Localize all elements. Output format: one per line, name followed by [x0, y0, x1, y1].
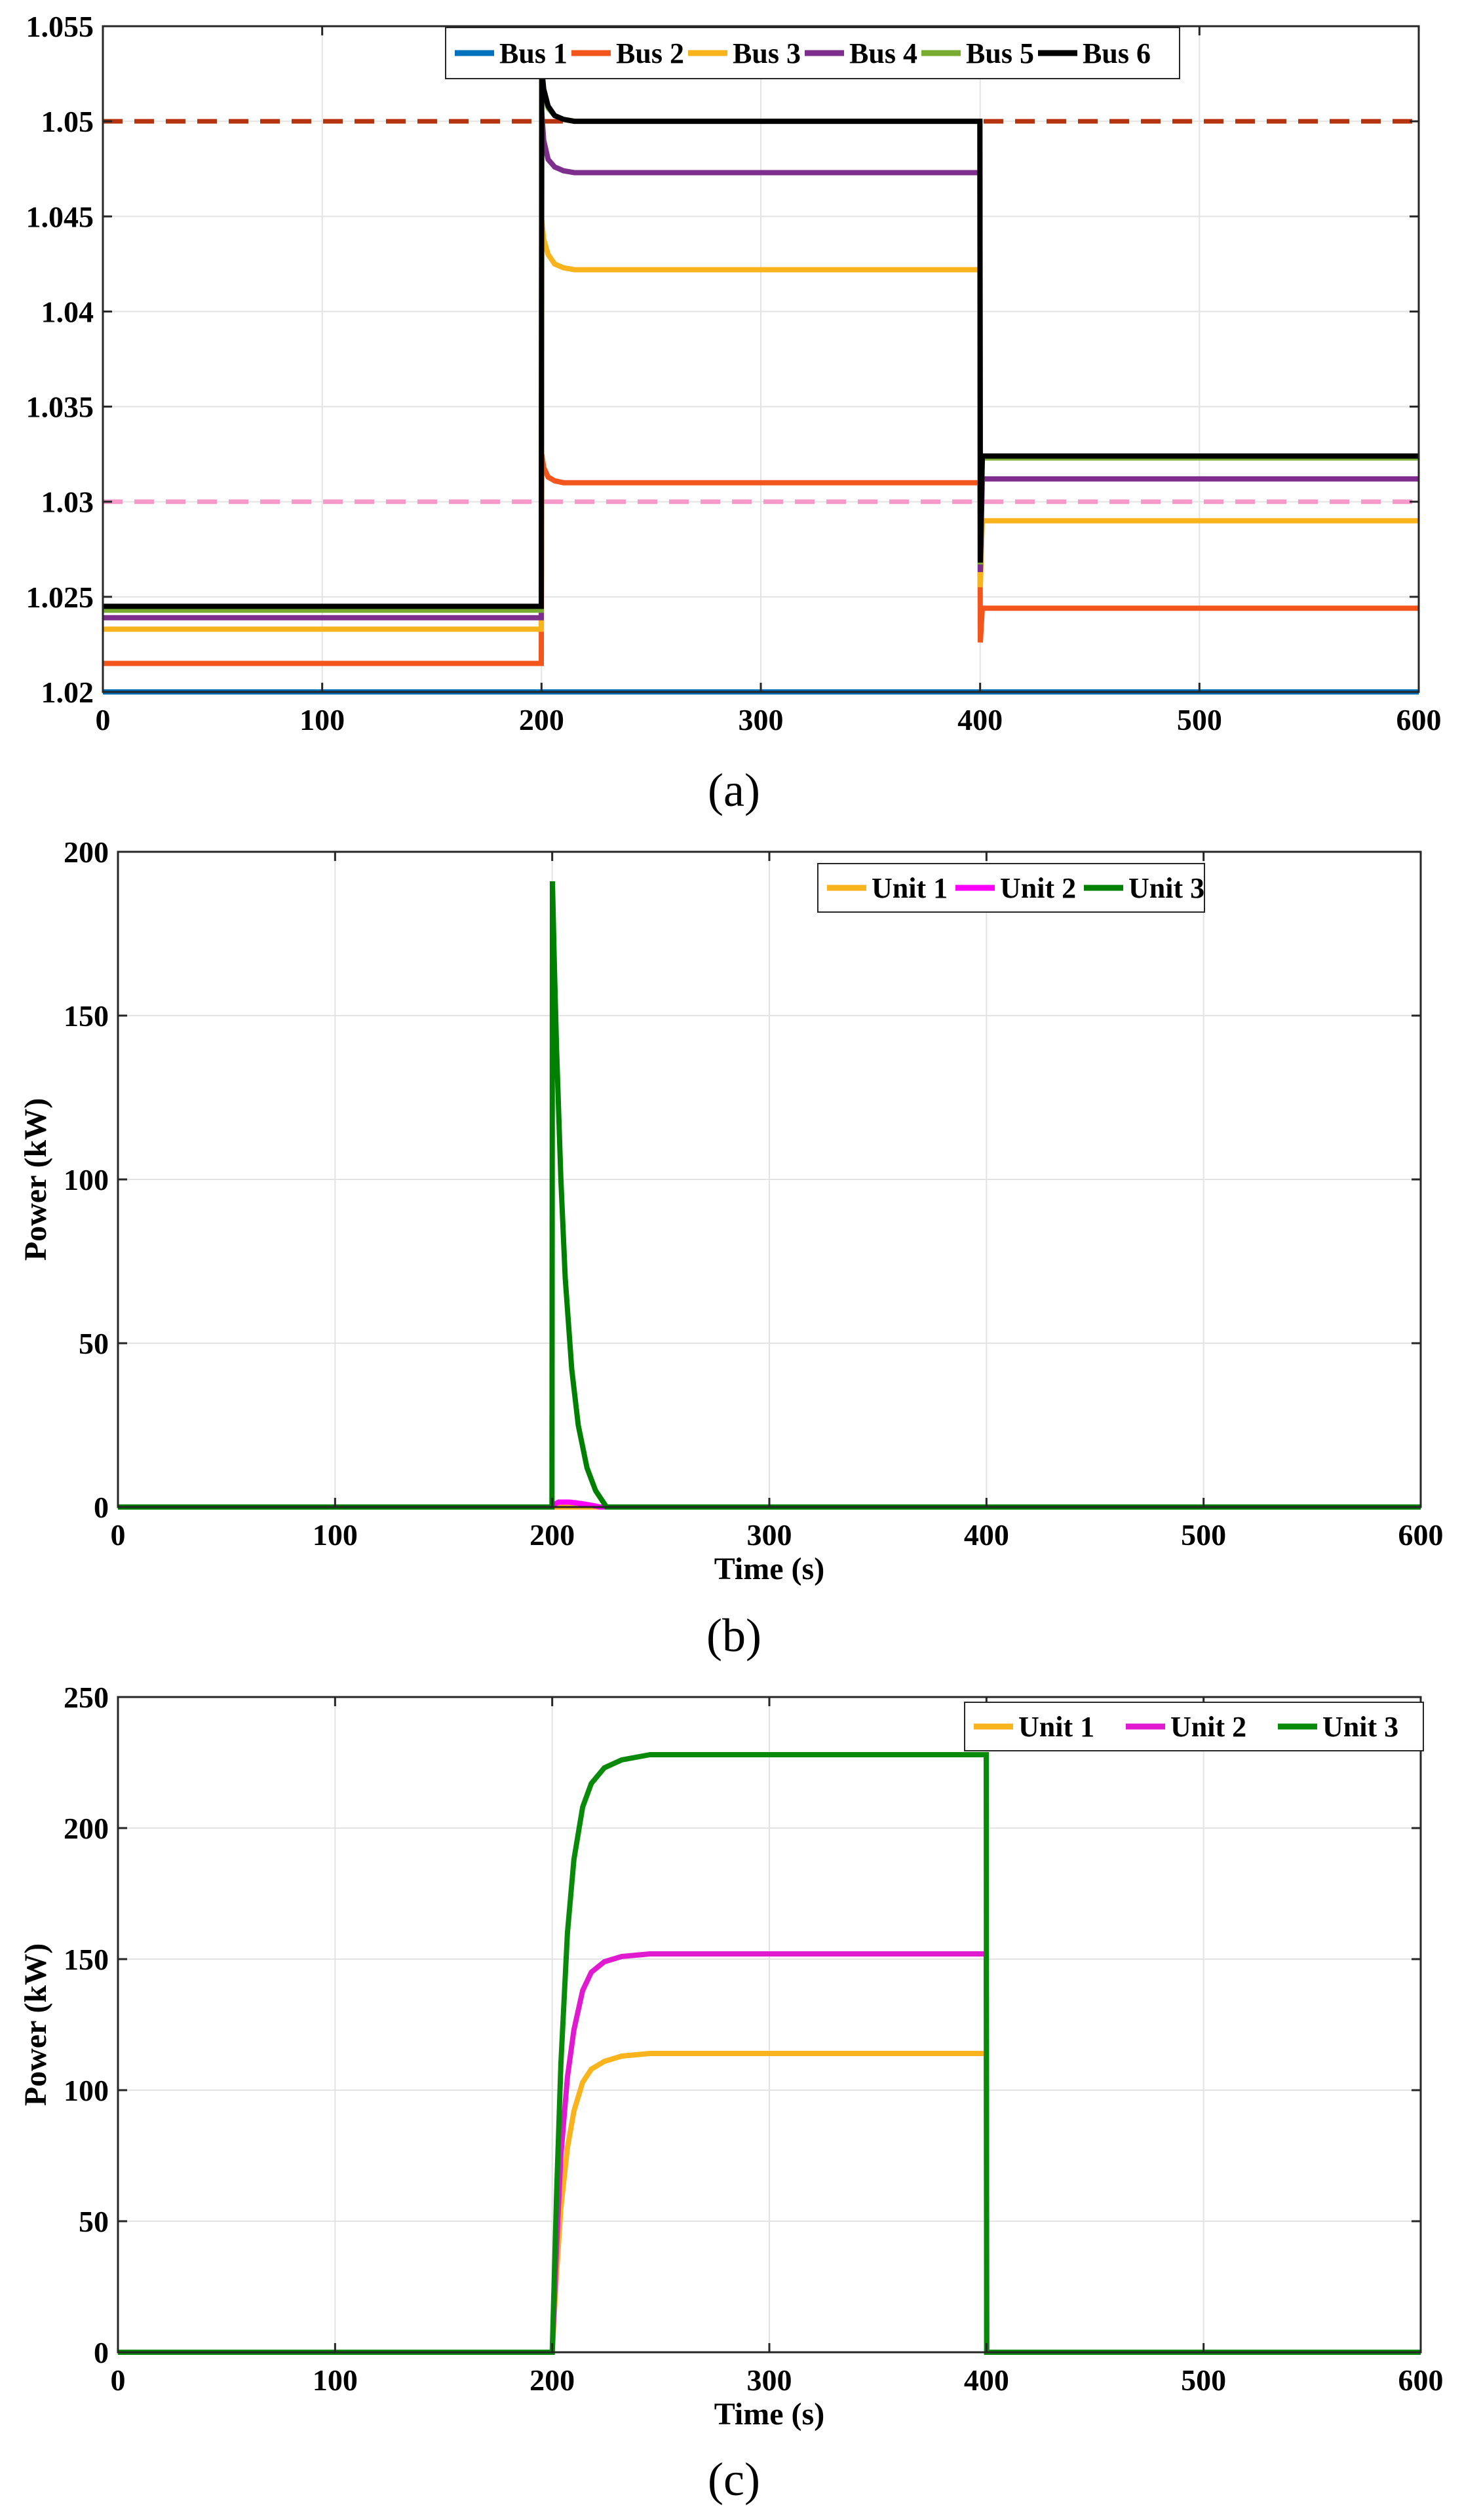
y-tick-label: 250 [64, 1681, 109, 1714]
y-tick-label: 200 [64, 835, 109, 869]
y-tick-label: 1.03 [41, 486, 94, 519]
x-tick-label: 600 [1398, 1518, 1444, 1552]
y-tick-label: 0 [94, 1491, 109, 1524]
panel-caption-a: (a) [682, 754, 786, 826]
y-tick-label: 100 [64, 2074, 109, 2107]
x-tick-label: 200 [529, 2363, 575, 2397]
y-tick-label: 50 [79, 1327, 109, 1360]
x-tick-label: 300 [739, 703, 784, 736]
x-tick-label: 100 [313, 2363, 358, 2397]
x-tick-label: 400 [964, 2363, 1009, 2397]
x-tick-label: 200 [529, 1518, 575, 1552]
y-tick-label: 1.035 [26, 391, 94, 424]
y-tick-label: 150 [64, 1943, 109, 1976]
x-axis-label: Time (s) [714, 1552, 824, 1586]
y-tick-label: 50 [79, 2205, 109, 2238]
y-tick-label: 1.02 [41, 676, 94, 709]
x-tick-label: 0 [96, 703, 111, 736]
legend-label: Bus 2 [616, 37, 684, 69]
x-tick-label: 500 [1177, 703, 1222, 736]
x-tick-label: 500 [1181, 2363, 1226, 2397]
legend-label: Unit 3 [1322, 1711, 1398, 1743]
panel-caption-c: (c) [682, 2443, 786, 2515]
y-tick-label: 100 [64, 1163, 109, 1196]
panel-caption-a-text: (a) [708, 764, 760, 816]
legend-box [817, 863, 1205, 913]
x-tick-label: 200 [519, 703, 564, 736]
legend-box [964, 1702, 1424, 1751]
y-tick-label: 150 [64, 999, 109, 1033]
legend-label: Unit 1 [872, 872, 948, 904]
y-tick-label: 200 [64, 1812, 109, 1845]
x-tick-label: 600 [1396, 703, 1442, 736]
y-tick-label: 1.05 [41, 105, 94, 138]
x-tick-label: 300 [747, 2363, 792, 2397]
legend-label: Unit 2 [1000, 872, 1076, 904]
y-axis-label: Power (kW) [18, 1098, 53, 1261]
x-tick-label: 400 [964, 1518, 1009, 1552]
panel-caption-b-text: (b) [706, 1609, 761, 1662]
y-tick-label: 1.045 [26, 200, 94, 233]
legend-label: Bus 1 [499, 37, 567, 69]
y-tick-label: 1.055 [26, 10, 94, 43]
x-tick-label: 0 [111, 1518, 126, 1552]
legend: Bus 1 Bus 2 Bus 3 Bus 4 Bus 5 Bus 6 [445, 27, 1180, 79]
x-tick-label: 400 [957, 703, 1003, 736]
x-tick-label: 100 [299, 703, 345, 736]
legend-label: Unit 1 [1018, 1711, 1094, 1743]
y-tick-label: 0 [94, 2336, 109, 2369]
legend: Unit 1 Unit 2 Unit 3 [817, 863, 1205, 913]
y-tick-label: 1.025 [26, 581, 94, 614]
panel-caption-b: (b) [682, 1599, 786, 1671]
legend-label: Bus 5 [966, 37, 1034, 69]
panel-caption-c-text: (c) [708, 2453, 760, 2506]
x-tick-label: 500 [1181, 1518, 1226, 1552]
chart-c: 0 100 200 300 400 500 600 0 50 100 150 200 250 Time (… [18, 1681, 1444, 2432]
legend-label: Bus 4 [849, 37, 917, 69]
legend-label: Unit 3 [1128, 872, 1204, 904]
x-tick-label: 600 [1398, 2363, 1444, 2397]
legend-label: Unit 2 [1170, 1711, 1246, 1743]
x-tick-label: 100 [313, 1518, 358, 1552]
chart-b: 0 100 200 300 400 500 600 0 50 100 150 200 Time (s) P… [18, 835, 1444, 1586]
chart-a: 0 100 200 300 400 500 600 1.02 1.025 1.03 1.035 1.0… [26, 10, 1442, 736]
y-axis-label: Power (kW) [18, 1943, 53, 2106]
legend-label: Bus 3 [733, 37, 801, 69]
x-axis-label: Time (s) [714, 2397, 824, 2432]
y-tick-label: 1.04 [41, 295, 94, 328]
legend: Unit 1 Unit 2 Unit 3 [964, 1702, 1424, 1751]
series-line-unit-3 [118, 881, 1421, 1510]
x-tick-label: 0 [111, 2363, 126, 2397]
legend-label: Bus 6 [1083, 37, 1151, 69]
x-tick-label: 300 [747, 1518, 792, 1552]
series-line-unit-3 [118, 1752, 1421, 2355]
